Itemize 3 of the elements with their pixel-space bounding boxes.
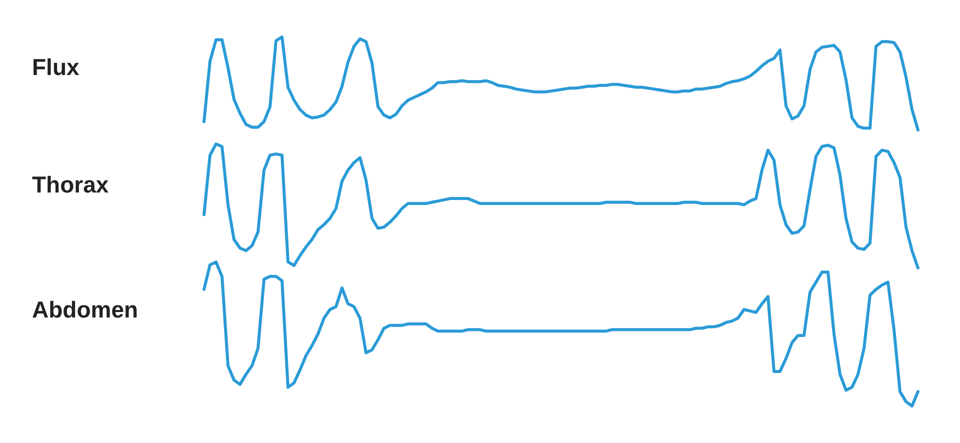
text: Thorax <box>32 172 109 198</box>
text: Abdomen <box>32 296 138 322</box>
text: Flux <box>32 54 80 80</box>
